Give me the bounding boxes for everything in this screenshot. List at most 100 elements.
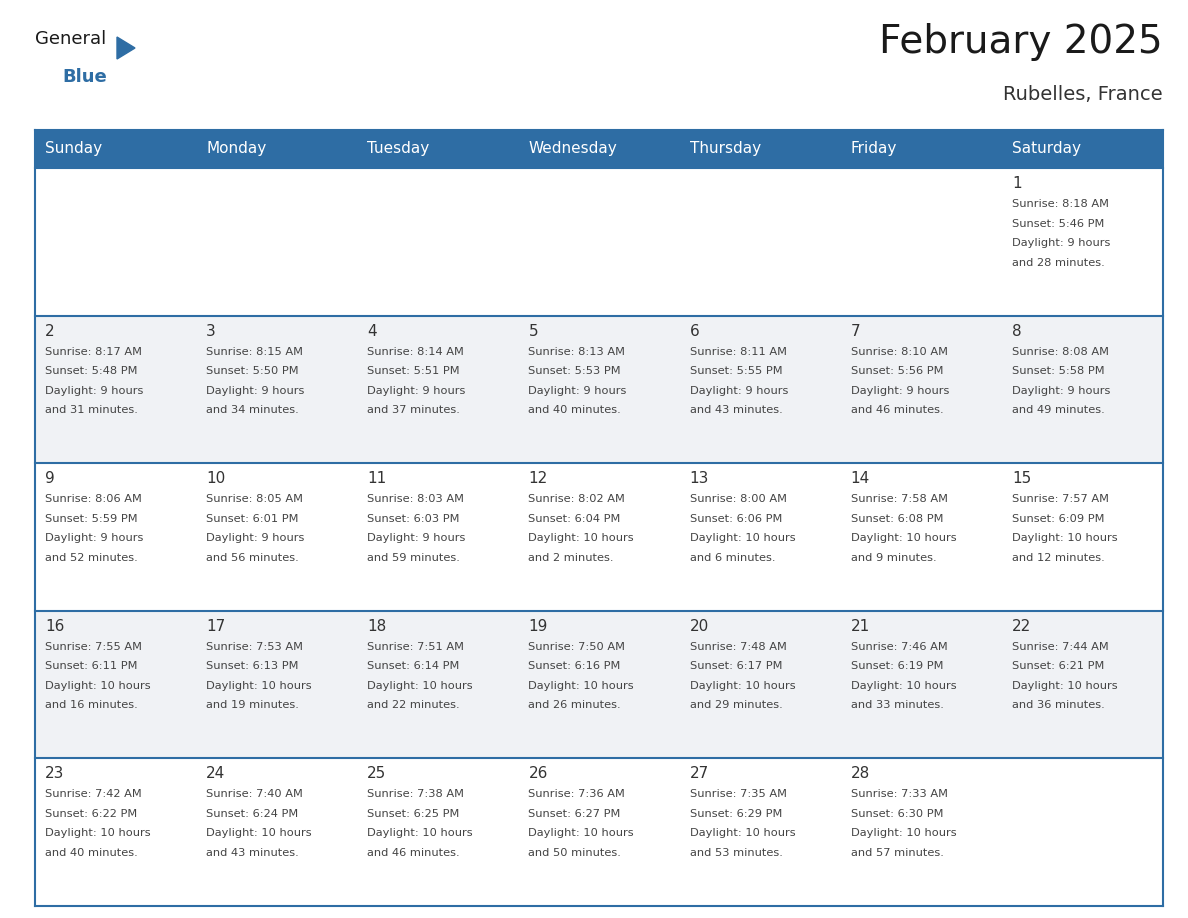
FancyBboxPatch shape [34,610,1163,758]
Text: Daylight: 9 hours: Daylight: 9 hours [207,386,304,396]
Text: Sunrise: 8:13 AM: Sunrise: 8:13 AM [529,347,625,356]
Text: 20: 20 [689,619,709,633]
Text: Daylight: 9 hours: Daylight: 9 hours [1012,238,1111,248]
Text: 18: 18 [367,619,386,633]
Text: Sunrise: 7:46 AM: Sunrise: 7:46 AM [851,642,948,652]
Text: 14: 14 [851,471,870,487]
Text: Sunrise: 7:58 AM: Sunrise: 7:58 AM [851,494,948,504]
Text: Daylight: 9 hours: Daylight: 9 hours [529,386,627,396]
Text: and 40 minutes.: and 40 minutes. [45,848,138,858]
Text: 27: 27 [689,767,709,781]
Text: Sunset: 5:55 PM: Sunset: 5:55 PM [689,366,782,376]
Text: Sunrise: 7:38 AM: Sunrise: 7:38 AM [367,789,465,800]
Text: Sunset: 6:24 PM: Sunset: 6:24 PM [207,809,298,819]
Text: Daylight: 9 hours: Daylight: 9 hours [207,533,304,543]
Text: Sunrise: 7:35 AM: Sunrise: 7:35 AM [689,789,786,800]
Text: Sunset: 5:50 PM: Sunset: 5:50 PM [207,366,298,376]
Text: Daylight: 10 hours: Daylight: 10 hours [689,533,795,543]
Text: Daylight: 10 hours: Daylight: 10 hours [529,681,634,691]
Text: and 33 minutes.: and 33 minutes. [851,700,943,711]
Text: and 12 minutes.: and 12 minutes. [1012,553,1105,563]
Text: Sunrise: 7:51 AM: Sunrise: 7:51 AM [367,642,465,652]
Text: Daylight: 9 hours: Daylight: 9 hours [367,533,466,543]
Text: Daylight: 10 hours: Daylight: 10 hours [45,681,151,691]
Text: Daylight: 10 hours: Daylight: 10 hours [689,828,795,838]
Text: Sunrise: 8:03 AM: Sunrise: 8:03 AM [367,494,465,504]
Text: Sunset: 6:06 PM: Sunset: 6:06 PM [689,514,782,523]
Text: Sunset: 6:09 PM: Sunset: 6:09 PM [1012,514,1105,523]
Text: Sunset: 6:25 PM: Sunset: 6:25 PM [367,809,460,819]
Text: and 40 minutes.: and 40 minutes. [529,405,621,415]
Text: 15: 15 [1012,471,1031,487]
Text: Sunset: 6:22 PM: Sunset: 6:22 PM [45,809,138,819]
Text: Sunset: 6:08 PM: Sunset: 6:08 PM [851,514,943,523]
Text: Sunrise: 8:14 AM: Sunrise: 8:14 AM [367,347,465,356]
Text: 23: 23 [45,767,64,781]
Text: Monday: Monday [207,141,266,156]
Text: Sunrise: 8:11 AM: Sunrise: 8:11 AM [689,347,786,356]
Text: and 49 minutes.: and 49 minutes. [1012,405,1105,415]
FancyBboxPatch shape [34,130,1163,168]
Text: Rubelles, France: Rubelles, France [1004,85,1163,104]
Text: Daylight: 10 hours: Daylight: 10 hours [1012,533,1118,543]
Text: Daylight: 10 hours: Daylight: 10 hours [45,828,151,838]
Text: Daylight: 10 hours: Daylight: 10 hours [689,681,795,691]
Text: Sunset: 6:19 PM: Sunset: 6:19 PM [851,661,943,671]
Text: Sunrise: 7:55 AM: Sunrise: 7:55 AM [45,642,143,652]
Text: Sunrise: 7:33 AM: Sunrise: 7:33 AM [851,789,948,800]
Text: Daylight: 10 hours: Daylight: 10 hours [529,533,634,543]
Text: 19: 19 [529,619,548,633]
Text: Daylight: 10 hours: Daylight: 10 hours [851,681,956,691]
Text: Sunset: 6:29 PM: Sunset: 6:29 PM [689,809,782,819]
Text: and 2 minutes.: and 2 minutes. [529,553,614,563]
Text: Sunset: 6:03 PM: Sunset: 6:03 PM [367,514,460,523]
Text: Sunrise: 8:05 AM: Sunrise: 8:05 AM [207,494,303,504]
FancyBboxPatch shape [34,464,1163,610]
Text: 8: 8 [1012,324,1022,339]
Text: Sunset: 6:16 PM: Sunset: 6:16 PM [529,661,621,671]
Text: and 43 minutes.: and 43 minutes. [689,405,783,415]
Text: Sunset: 6:01 PM: Sunset: 6:01 PM [207,514,298,523]
Text: and 6 minutes.: and 6 minutes. [689,553,775,563]
Text: Sunrise: 7:42 AM: Sunrise: 7:42 AM [45,789,141,800]
Text: and 53 minutes.: and 53 minutes. [689,848,783,858]
Text: and 34 minutes.: and 34 minutes. [207,405,299,415]
Text: Sunrise: 8:18 AM: Sunrise: 8:18 AM [1012,199,1108,209]
FancyBboxPatch shape [34,758,1163,906]
Text: Sunset: 6:04 PM: Sunset: 6:04 PM [529,514,621,523]
Text: Sunset: 5:48 PM: Sunset: 5:48 PM [45,366,138,376]
Text: 13: 13 [689,471,709,487]
Text: and 56 minutes.: and 56 minutes. [207,553,299,563]
Text: and 29 minutes.: and 29 minutes. [689,700,783,711]
Text: Daylight: 10 hours: Daylight: 10 hours [851,533,956,543]
Text: Daylight: 9 hours: Daylight: 9 hours [45,386,144,396]
Text: Sunset: 5:53 PM: Sunset: 5:53 PM [529,366,621,376]
Text: Sunrise: 7:57 AM: Sunrise: 7:57 AM [1012,494,1108,504]
Text: Sunset: 5:46 PM: Sunset: 5:46 PM [1012,218,1104,229]
Text: Sunrise: 7:50 AM: Sunrise: 7:50 AM [529,642,625,652]
Text: 6: 6 [689,324,700,339]
Text: Sunrise: 8:15 AM: Sunrise: 8:15 AM [207,347,303,356]
Text: and 52 minutes.: and 52 minutes. [45,553,138,563]
Text: Daylight: 9 hours: Daylight: 9 hours [851,386,949,396]
Text: Daylight: 10 hours: Daylight: 10 hours [207,828,311,838]
FancyBboxPatch shape [34,316,1163,464]
Text: 4: 4 [367,324,377,339]
Text: 24: 24 [207,767,226,781]
Text: and 57 minutes.: and 57 minutes. [851,848,943,858]
Text: 21: 21 [851,619,870,633]
Text: Daylight: 9 hours: Daylight: 9 hours [689,386,788,396]
FancyBboxPatch shape [34,168,1163,316]
Text: Sunset: 6:13 PM: Sunset: 6:13 PM [207,661,298,671]
Text: Sunset: 6:30 PM: Sunset: 6:30 PM [851,809,943,819]
Text: and 43 minutes.: and 43 minutes. [207,848,299,858]
Text: Sunrise: 7:53 AM: Sunrise: 7:53 AM [207,642,303,652]
Text: Wednesday: Wednesday [529,141,618,156]
Text: February 2025: February 2025 [879,23,1163,61]
Text: Sunrise: 8:08 AM: Sunrise: 8:08 AM [1012,347,1108,356]
Text: Friday: Friday [851,141,897,156]
Text: Sunrise: 7:44 AM: Sunrise: 7:44 AM [1012,642,1108,652]
Text: Daylight: 10 hours: Daylight: 10 hours [367,828,473,838]
Text: Sunset: 5:58 PM: Sunset: 5:58 PM [1012,366,1105,376]
Text: 26: 26 [529,767,548,781]
